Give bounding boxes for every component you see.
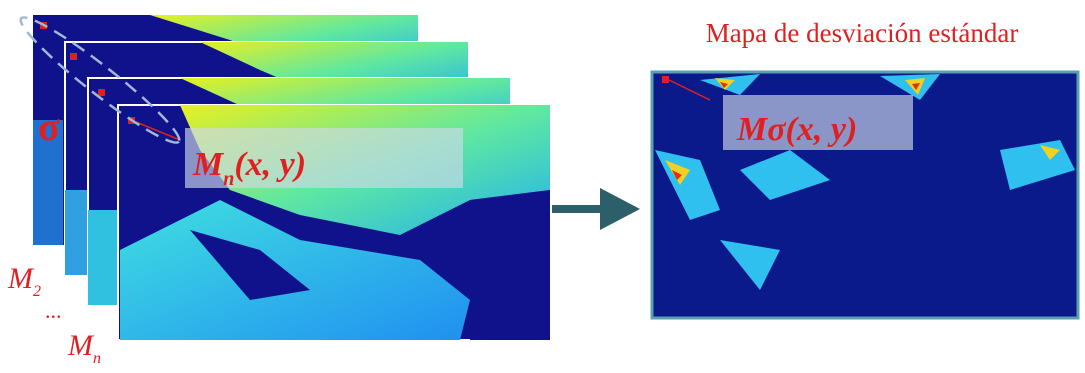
- mn-sub: n: [93, 350, 101, 367]
- page: {"title": "Mapa de desviación estándar",…: [0, 0, 1085, 373]
- frame-4: Mn(x, y): [118, 105, 550, 340]
- frame-label-args: (x, y): [234, 146, 306, 183]
- result-image: Mσ(x, y): [652, 72, 1078, 318]
- mn-label: Mn: [67, 329, 101, 367]
- m2-base: M: [7, 262, 35, 295]
- result-title: Mapa de desviación estándar: [706, 18, 1019, 48]
- frame-label-sub: n: [223, 168, 234, 190]
- arrow: [552, 188, 640, 230]
- m2-label: M2: [7, 262, 41, 300]
- frame-label-base: M: [192, 146, 225, 183]
- sigma-label: σ: [38, 104, 60, 149]
- diagram: Mn(x, y) σ M2 ... Mn Mapa de desviación …: [0, 0, 1085, 373]
- result-label: Mσ(x, y): [736, 111, 857, 148]
- ellipsis: ...: [45, 298, 62, 323]
- mn-base: M: [67, 329, 95, 362]
- m2-sub: 2: [33, 283, 41, 300]
